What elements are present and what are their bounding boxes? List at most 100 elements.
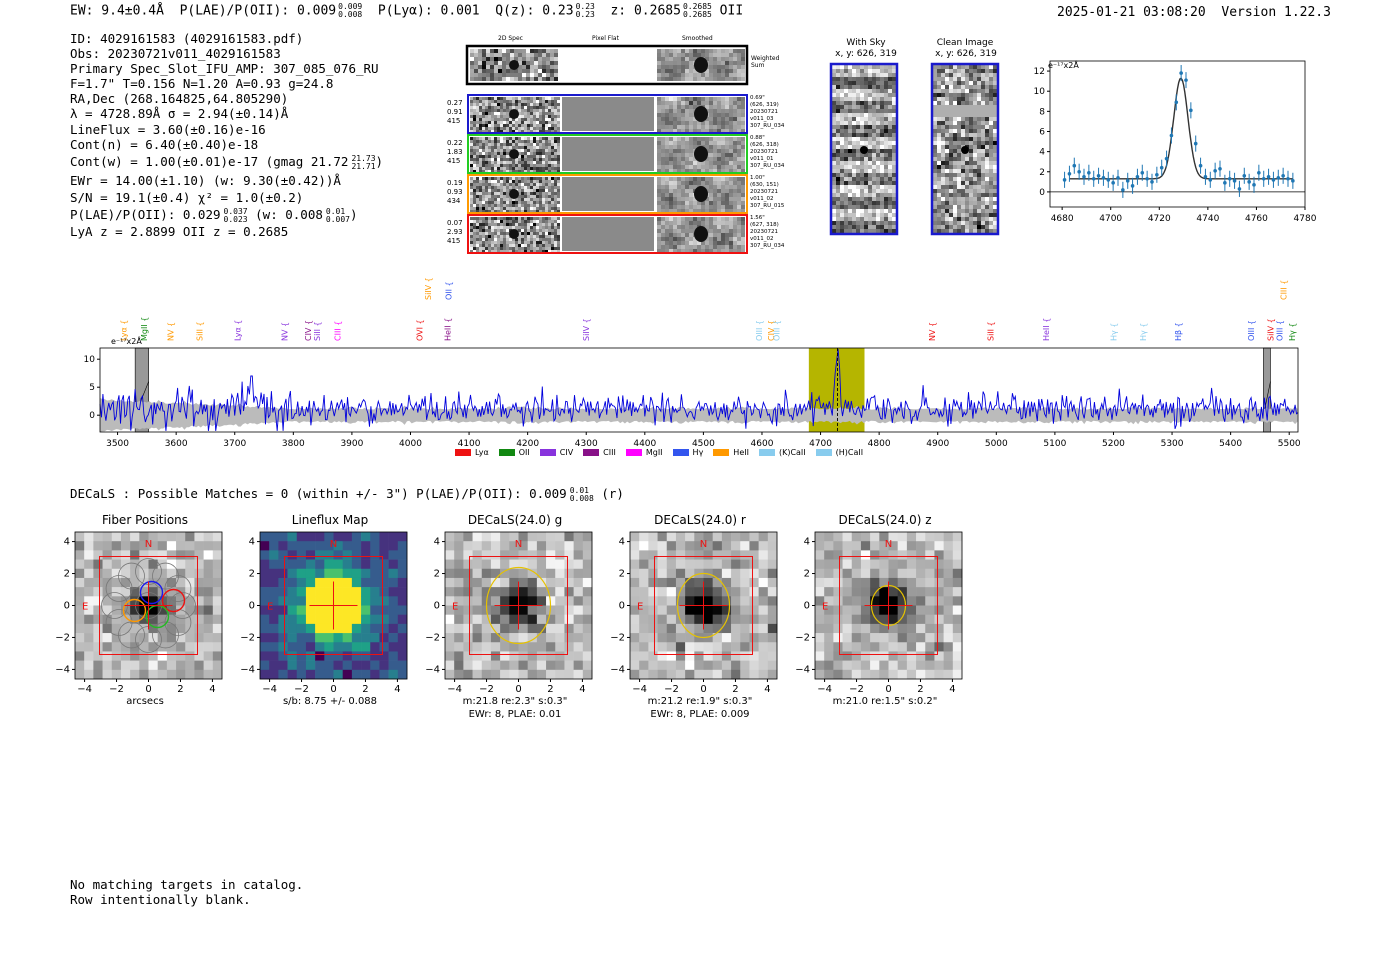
noise-pixel (721, 217, 725, 221)
noise-pixel (515, 244, 518, 247)
sky-pixel (933, 109, 937, 113)
sky-pixel (937, 153, 941, 157)
noise-pixel (673, 161, 677, 165)
noise-pixel (733, 141, 737, 145)
noise-pixel (669, 61, 673, 65)
noise-pixel (693, 157, 697, 161)
decals-pixel (388, 568, 399, 579)
noise-pixel (530, 241, 533, 244)
noise-pixel (721, 105, 725, 109)
noise-pixel (729, 57, 733, 61)
sky-pixel (860, 69, 864, 73)
sky-pixel (836, 173, 840, 177)
noise-pixel (717, 137, 721, 141)
sky-pixel (848, 109, 852, 113)
sky-pixel (957, 149, 961, 153)
sky-pixel (892, 157, 896, 161)
noise-pixel (500, 170, 503, 173)
decals-pixel (481, 577, 492, 588)
noise-pixel (515, 186, 518, 189)
noise-pixel (500, 137, 503, 140)
noise-pixel (665, 209, 669, 213)
sky-pixel (892, 137, 896, 141)
noise-pixel (497, 189, 500, 192)
sky-pixel (868, 149, 872, 153)
sky-pixel (832, 133, 836, 137)
decals-pixel (351, 605, 362, 615)
sky-pixel (985, 93, 989, 97)
spectrum-x-tick-label: 4800 (868, 439, 891, 449)
noise-pixel (479, 161, 482, 164)
noise-pixel (509, 130, 512, 133)
sky-pixel (872, 121, 876, 125)
sky-pixel (953, 161, 957, 165)
sky-pixel (840, 113, 844, 117)
sky-pixel (844, 93, 848, 97)
decals-pixel (370, 532, 380, 542)
noise-pixel (685, 97, 689, 101)
noise-pixel (527, 192, 530, 195)
noise-pixel (713, 129, 717, 133)
sky-pixel (848, 105, 852, 109)
noise-pixel (542, 155, 545, 158)
noise-pixel (665, 229, 669, 233)
noise-pixel (522, 53, 526, 57)
decals-pixel (490, 550, 501, 560)
noise-pixel (479, 106, 482, 109)
noise-pixel (530, 130, 533, 133)
noise-pixel (488, 232, 491, 235)
sky-title-clean: Clean Image (936, 38, 994, 48)
noise-pixel (536, 229, 539, 232)
noise-pixel (506, 170, 509, 173)
noise-pixel (530, 189, 533, 192)
noise-pixel (482, 124, 485, 127)
noise-pixel (530, 201, 533, 204)
noise-pixel (701, 217, 705, 221)
zoom-data-point (1125, 179, 1130, 183)
sky-pixel (892, 197, 896, 201)
noise-pixel (485, 152, 488, 155)
noise-pixel (539, 161, 542, 164)
sky-pixel (977, 69, 981, 73)
sky-pixel (953, 81, 957, 85)
noise-pixel (697, 121, 701, 125)
noise-pixel (657, 205, 661, 209)
noise-pixel (705, 249, 709, 253)
noise-pixel (479, 127, 482, 130)
noise-pixel (530, 69, 534, 73)
decals-pixel (333, 532, 343, 542)
noise-pixel (737, 113, 741, 117)
noise-pixel (681, 225, 685, 229)
sky-pixel (880, 81, 884, 85)
noise-pixel (533, 229, 536, 232)
sky-pixel (949, 189, 953, 193)
noise-pixel (657, 141, 661, 145)
noise-pixel (737, 153, 741, 157)
decals-pixel (75, 532, 85, 542)
noise-pixel (521, 217, 524, 220)
compass-north: N (145, 539, 152, 550)
sky-pixel (856, 77, 860, 81)
decals-pixel (361, 660, 371, 671)
sky-pixel (937, 105, 941, 109)
noise-pixel (725, 225, 729, 229)
noise-pixel (673, 181, 677, 185)
legend-swatch (713, 449, 730, 456)
spectrum-x-tick-label: 4100 (458, 439, 481, 449)
noise-pixel (721, 157, 725, 161)
noise-pixel (506, 207, 509, 210)
noise-pixel (542, 195, 545, 198)
noise-pixel (713, 181, 717, 185)
noise-pixel (515, 210, 518, 213)
noise-pixel (470, 247, 473, 250)
sky-pixel (856, 181, 860, 185)
decals-pixel (102, 550, 113, 560)
sky-pixel (977, 189, 981, 193)
sky-pixel (840, 129, 844, 133)
noise-pixel (697, 129, 701, 133)
noise-pixel (717, 97, 721, 101)
sky-pixel (969, 89, 973, 93)
noise-pixel (669, 201, 673, 205)
noise-pixel (500, 118, 503, 121)
noise-pixel (509, 164, 512, 167)
